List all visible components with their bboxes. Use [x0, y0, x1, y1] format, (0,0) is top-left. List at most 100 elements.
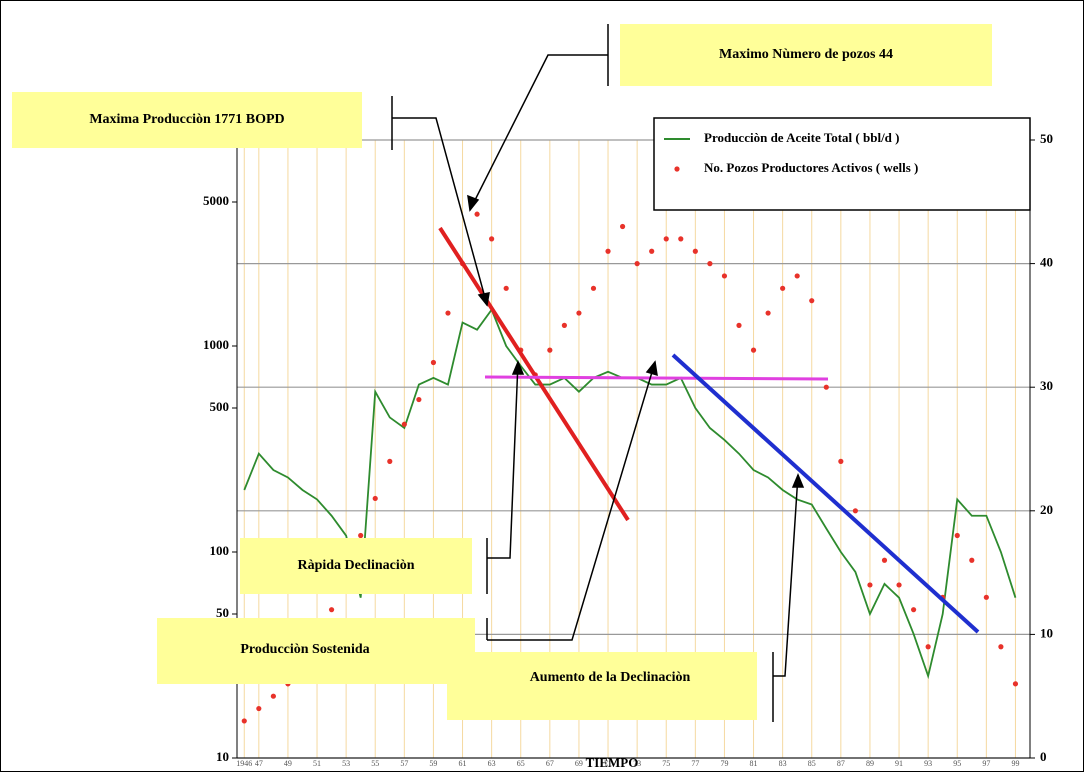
- data-point: [765, 310, 771, 316]
- x-tick-label: 47: [255, 759, 263, 768]
- data-point: [619, 223, 626, 230]
- data-point: [954, 532, 960, 539]
- y-tick-label: 1000: [203, 337, 229, 352]
- data-point: [663, 236, 669, 242]
- data-point: [489, 236, 495, 242]
- data-point: [678, 236, 684, 242]
- data-point: [576, 310, 582, 316]
- trend-line: [438, 226, 630, 522]
- x-tick-label: 51: [313, 759, 321, 768]
- data-point: [780, 285, 786, 291]
- data-point: [692, 248, 698, 254]
- data-point: [372, 495, 378, 502]
- data-point: [969, 557, 975, 563]
- x-tick-label: 57: [400, 759, 408, 768]
- x-tick-label: 55: [371, 759, 379, 768]
- data-point: [925, 644, 931, 650]
- data-point: [270, 693, 276, 699]
- data-point: [910, 607, 917, 613]
- x-tick-label: 1946: [236, 759, 252, 768]
- data-point: [590, 285, 597, 291]
- y2-tick-label: 0: [1040, 749, 1047, 764]
- x-tick-label: 87: [837, 759, 845, 768]
- data-point: [401, 421, 407, 427]
- x-tick-label: 65: [517, 759, 525, 768]
- data-point: [823, 384, 829, 390]
- data-point: [634, 261, 640, 267]
- data-point: [387, 458, 393, 464]
- data-point: [852, 508, 858, 514]
- data-point: [256, 705, 262, 712]
- x-tick-label: 63: [488, 759, 496, 768]
- x-tick-label: 69: [575, 759, 583, 768]
- x-tick-label: 89: [866, 759, 874, 768]
- data-point: [809, 298, 815, 304]
- annotation: Ràpida Declinaciòn: [297, 558, 414, 573]
- data-point: [983, 594, 989, 600]
- data-point: [416, 396, 422, 403]
- data-point: [430, 359, 437, 366]
- data-point: [1012, 681, 1019, 687]
- data-point: [561, 322, 567, 328]
- x-tick-label: 81: [750, 759, 758, 768]
- x-tick-label: 77: [691, 759, 699, 768]
- callout-box: [620, 24, 992, 86]
- x-tick-label: 97: [982, 759, 990, 768]
- callout-box: [447, 652, 757, 720]
- x-tick-label: 85: [808, 759, 816, 768]
- data-point: [881, 557, 888, 563]
- trend-line: [671, 353, 980, 634]
- x-tick-label: 53: [342, 759, 350, 768]
- x-tick-label: 75: [662, 759, 670, 768]
- legend-symbol: [674, 166, 680, 172]
- data-point: [707, 261, 713, 267]
- data-point: [547, 347, 553, 353]
- x-tick-label: 93: [924, 759, 932, 768]
- x-tick-label: 99: [1011, 759, 1019, 768]
- legend: Producciòn de Aceite Total ( bbl/d ) No. …: [653, 117, 1031, 211]
- annotation: Aumento de la Declinaciòn: [530, 670, 691, 685]
- data-point: [241, 718, 247, 724]
- y2-tick-label: 20: [1040, 502, 1053, 517]
- y2-tick-label: 50: [1040, 131, 1053, 146]
- x-tick-label: 49: [284, 759, 292, 768]
- y2-tick-label: 10: [1040, 625, 1053, 640]
- data-point: [721, 273, 728, 279]
- legend-box: [653, 117, 1031, 211]
- data-point: [736, 322, 742, 328]
- callout-box: [157, 618, 475, 684]
- data-point: [328, 607, 335, 613]
- data-point: [896, 582, 902, 588]
- annotation: Maximo Nùmero de pozos 44: [719, 47, 893, 62]
- data-point: [998, 644, 1004, 650]
- y-tick-label: 500: [210, 399, 230, 414]
- trend-line: [484, 375, 829, 381]
- x-tick-label: 83: [779, 759, 787, 768]
- data-point: [794, 273, 800, 279]
- annotation: Maxima Producciòn 1771 BOPD: [89, 112, 284, 127]
- arrows: [391, 24, 805, 722]
- callout-box: [12, 92, 362, 148]
- x-tick-label: 59: [429, 759, 437, 768]
- data-point: [503, 285, 509, 291]
- y-tick-label: 50: [216, 605, 229, 620]
- x-tick-label: 61: [459, 759, 467, 768]
- data-point: [358, 532, 364, 539]
- x-axis-title: TIEMPO: [586, 755, 639, 770]
- x-tick-label: 91: [895, 759, 903, 768]
- data-point: [605, 248, 611, 254]
- annotation: Producciòn Sostenida: [240, 642, 369, 657]
- callout-box: [240, 538, 472, 594]
- y2-tick-label: 30: [1040, 378, 1053, 393]
- x-tick-label: 67: [546, 759, 554, 768]
- y-tick-label: 5000: [203, 193, 229, 208]
- data-point: [445, 310, 451, 316]
- x-tick-label: 95: [953, 759, 961, 768]
- data-point: [649, 248, 655, 254]
- data-point: [867, 582, 873, 588]
- data-point: [474, 211, 480, 217]
- y-tick-label: 10: [216, 749, 229, 764]
- y-tick-label: 100: [210, 543, 230, 558]
- y2-tick-label: 40: [1040, 255, 1053, 270]
